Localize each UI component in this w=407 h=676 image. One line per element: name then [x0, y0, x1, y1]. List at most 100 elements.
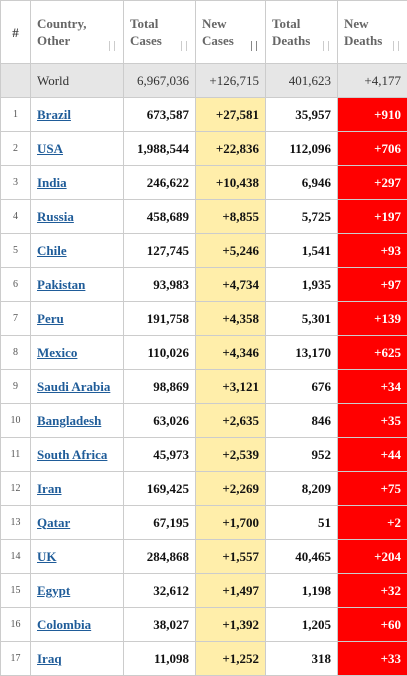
- data-cell: 14: [0, 539, 31, 574]
- data-cell: +4,734: [195, 267, 266, 302]
- sort-icon[interactable]: [321, 41, 331, 51]
- data-cell: +75: [337, 471, 407, 506]
- country-link[interactable]: Peru: [37, 310, 64, 326]
- data-cell: 318: [265, 641, 338, 676]
- country-cell: Iraq: [30, 641, 124, 676]
- country-link[interactable]: Bangladesh: [37, 412, 102, 428]
- data-cell: 93,983: [123, 267, 196, 302]
- data-cell: 1,988,544: [123, 131, 196, 166]
- country-link[interactable]: South Africa: [37, 446, 108, 462]
- sort-icon[interactable]: [391, 41, 401, 51]
- country-link[interactable]: Chile: [37, 242, 67, 258]
- country-cell: World: [30, 63, 124, 98]
- data-cell: 6,946: [265, 165, 338, 200]
- data-cell: 676: [265, 369, 338, 404]
- country-link[interactable]: Iran: [37, 480, 62, 496]
- country-cell: Pakistan: [30, 267, 124, 302]
- data-cell: +139: [337, 301, 407, 336]
- table-body: World 6,967,036 +126,715 401,623 +4,177 1 Braz…: [0, 63, 407, 676]
- country-link[interactable]: UK: [37, 548, 57, 564]
- data-cell: 5: [0, 233, 31, 268]
- data-cell: +4,177: [337, 63, 407, 98]
- header-label: Total Cases: [130, 16, 162, 48]
- data-cell: +93: [337, 233, 407, 268]
- country-cell: USA: [30, 131, 124, 166]
- data-cell: 98,869: [123, 369, 196, 404]
- data-cell: 169,425: [123, 471, 196, 506]
- country-link[interactable]: India: [37, 174, 67, 190]
- data-cell: +27,581: [195, 97, 266, 132]
- data-cell: +10,438: [195, 165, 266, 200]
- country-row: 8 Mexico 110,026 +4,346 13,170 +625: [0, 335, 407, 370]
- country-link[interactable]: USA: [37, 140, 64, 156]
- data-cell: +197: [337, 199, 407, 234]
- data-cell: 35,957: [265, 97, 338, 132]
- sort-icon[interactable]: [107, 41, 117, 51]
- country-row: 15 Egypt 32,612 +1,497 1,198 +32: [0, 573, 407, 608]
- country-cell: Bangladesh: [30, 403, 124, 438]
- data-cell: +34: [337, 369, 407, 404]
- data-cell: 1,205: [265, 607, 338, 642]
- country-link[interactable]: Saudi Arabia: [37, 378, 111, 394]
- data-cell: 13: [0, 505, 31, 540]
- data-cell: 45,973: [123, 437, 196, 472]
- data-cell: 9: [0, 369, 31, 404]
- country-link[interactable]: Iraq: [37, 650, 62, 666]
- data-cell: +44: [337, 437, 407, 472]
- country-cell: Russia: [30, 199, 124, 234]
- data-cell: +126,715: [195, 63, 266, 98]
- data-cell: 10: [0, 403, 31, 438]
- data-cell: 16: [0, 607, 31, 642]
- column-header[interactable]: Total Deaths: [265, 0, 338, 64]
- country-cell: South Africa: [30, 437, 124, 472]
- data-cell: 15: [0, 573, 31, 608]
- data-cell: 17: [0, 641, 31, 676]
- data-cell: 67,195: [123, 505, 196, 540]
- country-cell: Chile: [30, 233, 124, 268]
- header-label: New Deaths: [344, 16, 383, 48]
- data-cell: +32: [337, 573, 407, 608]
- country-link[interactable]: Egypt: [37, 582, 71, 598]
- header-label: Total Deaths: [272, 16, 311, 48]
- data-cell: 5,301: [265, 301, 338, 336]
- data-cell: +2,635: [195, 403, 266, 438]
- country-link[interactable]: Mexico: [37, 344, 78, 360]
- header-row: # Country, Other Total Cases New Cases Total…: [0, 0, 407, 64]
- data-cell: 401,623: [265, 63, 338, 98]
- data-cell: +22,836: [195, 131, 266, 166]
- sort-icon[interactable]: [249, 41, 259, 51]
- data-cell: +1,700: [195, 505, 266, 540]
- data-cell: 13,170: [265, 335, 338, 370]
- data-cell: +5,246: [195, 233, 266, 268]
- country-link[interactable]: Qatar: [37, 514, 71, 530]
- data-cell: 40,465: [265, 539, 338, 574]
- column-header[interactable]: Country, Other: [30, 0, 124, 64]
- data-cell: +706: [337, 131, 407, 166]
- country-link[interactable]: Pakistan: [37, 276, 86, 292]
- country-row: 7 Peru 191,758 +4,358 5,301 +139: [0, 301, 407, 336]
- country-row: 12 Iran 169,425 +2,269 8,209 +75: [0, 471, 407, 506]
- data-cell: +3,121: [195, 369, 266, 404]
- column-header[interactable]: New Deaths: [337, 0, 407, 64]
- index-cell: [0, 63, 31, 98]
- country-cell: Saudi Arabia: [30, 369, 124, 404]
- data-cell: +33: [337, 641, 407, 676]
- sort-icon[interactable]: [179, 41, 189, 51]
- data-cell: 6: [0, 267, 31, 302]
- data-cell: 127,745: [123, 233, 196, 268]
- data-cell: 12: [0, 471, 31, 506]
- data-cell: 8,209: [265, 471, 338, 506]
- country-link[interactable]: Colombia: [37, 616, 92, 632]
- data-cell: +60: [337, 607, 407, 642]
- header-label: Country, Other: [37, 16, 87, 48]
- data-cell: 63,026: [123, 403, 196, 438]
- column-header[interactable]: Total Cases: [123, 0, 196, 64]
- country-link[interactable]: Russia: [37, 208, 74, 224]
- data-cell: 38,027: [123, 607, 196, 642]
- country-row: 2 USA 1,988,544 +22,836 112,096 +706: [0, 131, 407, 166]
- table-header: # Country, Other Total Cases New Cases Total…: [0, 0, 407, 64]
- country-link[interactable]: Brazil: [37, 106, 71, 122]
- column-header[interactable]: New Cases: [195, 0, 266, 64]
- data-cell: 3: [0, 165, 31, 200]
